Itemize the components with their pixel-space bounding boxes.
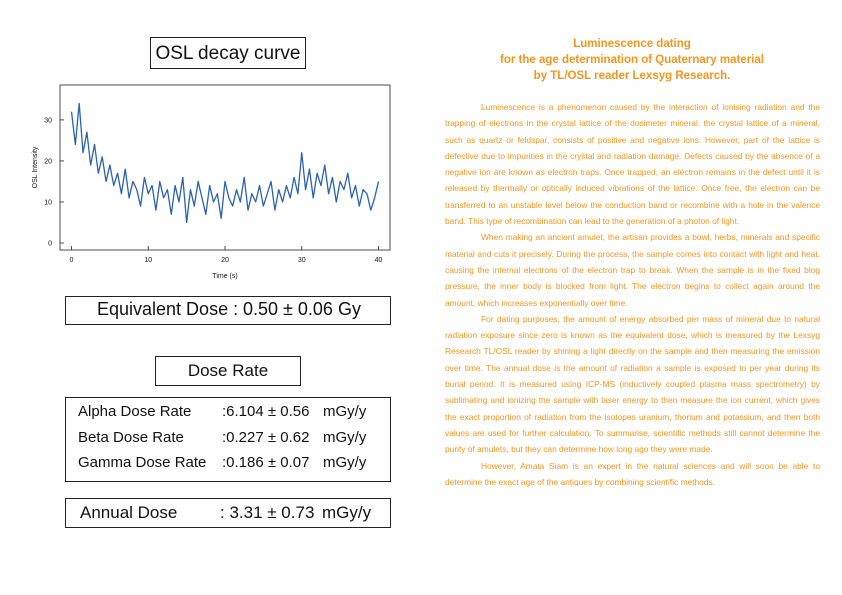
- article-body: Luminescence is a phenomenon caused by t…: [445, 99, 820, 490]
- chart-title-box: [150, 37, 306, 69]
- article-title: Luminescence dating for the age determina…: [442, 36, 822, 84]
- title-line: by TL/OSL reader Lexsyg Research.: [533, 70, 731, 82]
- annual-dose-label: Annual Dose: [80, 503, 178, 522]
- paragraph: For dating purposes, the amount of energ…: [445, 313, 820, 455]
- rate-label: Gamma Dose Rate: [78, 454, 207, 471]
- equivalent-dose-label: Equivalent Dose :: [97, 299, 239, 319]
- x-tick-label: 30: [298, 257, 306, 264]
- rate-value: :0.186 ± 0.07: [222, 454, 310, 471]
- dose-rate-box: [65, 397, 391, 482]
- dose-rate-title-box: [155, 356, 301, 386]
- annual-dose-unit: mGy/y: [322, 503, 372, 522]
- paragraph: However, Amata Siam is an expert in the …: [445, 460, 820, 487]
- chart-title: OSL decay curve: [155, 43, 301, 64]
- x-tick-label: 20: [221, 257, 229, 264]
- rate-value: :6.104 ± 0.56: [222, 403, 310, 420]
- y-tick-label: 30: [44, 117, 52, 124]
- annual-dose-value: : 3.31 ± 0.73: [220, 503, 315, 522]
- rate-unit: mGy/y: [323, 454, 367, 471]
- annual-dose-box: [65, 498, 391, 528]
- rate-unit: mGy/y: [323, 428, 367, 446]
- title-line: Luminescence dating: [573, 38, 691, 50]
- y-tick-label: 20: [44, 158, 52, 165]
- rate-value: :0.227 ± 0.62: [222, 428, 310, 446]
- y-axis-label: OSL Intensity: [32, 146, 39, 188]
- x-tick-label: 0: [70, 257, 74, 264]
- paragraph: When making an ancient amulet, the artis…: [445, 232, 820, 308]
- equivalent-dose-box: [65, 296, 391, 325]
- dose-rate-title: Dose Rate: [187, 361, 269, 380]
- title-line: for the age determination of Quaternary …: [500, 54, 764, 66]
- chart: 0 10 20 30 0 10 20 30 40 Time (s) OSL Intensity: [32, 84, 391, 280]
- rate-label: Alpha Dose Rate: [78, 403, 192, 420]
- rate-unit: mGy/y: [323, 403, 367, 420]
- x-tick-label: 10: [144, 257, 152, 264]
- x-axis-label: Time (s): [212, 273, 237, 280]
- equivalent-dose-value: 0.50 ± 0.06 Gy: [243, 299, 361, 319]
- rate-label: Beta Dose Rate: [78, 428, 184, 446]
- y-tick-label: 0: [48, 241, 52, 248]
- y-tick-label: 10: [44, 199, 52, 206]
- osl-line: [70, 102, 380, 224]
- paragraph: Luminescence is a phenomenon caused by t…: [445, 102, 820, 227]
- x-tick-label: 40: [375, 257, 383, 264]
